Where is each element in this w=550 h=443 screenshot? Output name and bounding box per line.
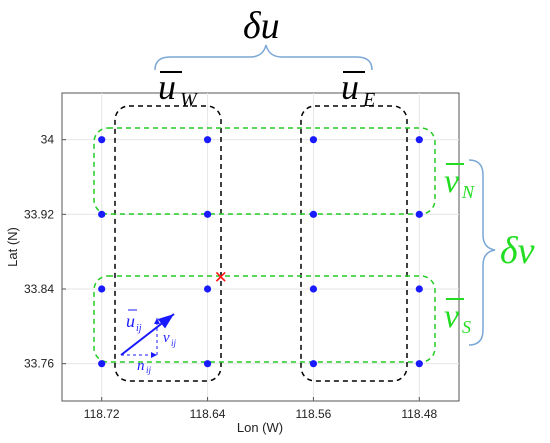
u-ij-arrow <box>120 313 175 356</box>
v-north-subscript: N <box>461 182 475 202</box>
v-south-subscript: S <box>462 317 471 337</box>
center-marker: ✕ <box>214 268 228 288</box>
y-axis-label: Lat (N) <box>5 227 20 267</box>
u-west-letter: u <box>158 67 176 107</box>
grid-point <box>98 285 106 293</box>
grid-point <box>98 136 106 144</box>
delta-v-label: δv <box>500 230 535 272</box>
x-axis-label: Lon (W) <box>237 420 283 435</box>
grid-point <box>415 136 423 144</box>
v-ij-letter: v <box>163 330 170 346</box>
grid-point <box>415 210 423 218</box>
top-brace <box>154 44 373 71</box>
grid-point <box>309 360 318 368</box>
u-ij-subscript: ij <box>136 323 142 334</box>
x-tick-label: 118.64 <box>190 407 226 421</box>
u-east-letter: u <box>341 67 359 107</box>
x-tick-label: 118.48 <box>401 407 437 421</box>
v-south-letter: v <box>444 298 460 335</box>
u-ij-label: u ij <box>126 309 142 334</box>
u-west-label: u W <box>158 67 199 111</box>
x-tick-label: 118.56 <box>296 407 332 421</box>
grid-point <box>98 360 106 368</box>
y-tick-label: 33.84 <box>24 282 54 296</box>
plot-frame <box>61 92 460 402</box>
grid-lines <box>62 93 459 401</box>
y-tick-label: 33.92 <box>24 207 54 221</box>
south-box <box>93 275 436 363</box>
v-north-label: v N <box>444 163 475 202</box>
v-north-letter: v <box>444 163 460 200</box>
grid-points <box>98 136 423 368</box>
n-ij-subscript: ij <box>146 365 152 375</box>
grid-point <box>309 136 318 144</box>
grid-point <box>415 360 423 368</box>
grid-point <box>203 210 212 218</box>
west-box <box>114 105 222 382</box>
north-box <box>93 127 436 215</box>
grid-point <box>309 285 318 293</box>
v-ij-subscript: ij <box>171 338 177 348</box>
v-ij-label: v ij <box>163 330 177 348</box>
grid-point <box>309 210 318 218</box>
y-tick-label: 33.76 <box>24 357 54 371</box>
u-ij-letter: u <box>126 311 135 331</box>
delta-u-label: δu <box>243 5 280 47</box>
u-west-subscript: W <box>180 89 199 111</box>
n-ij-letter: n <box>137 358 145 374</box>
grid-point <box>203 360 212 368</box>
y-tick-label: 34 <box>41 133 55 147</box>
v-south-label: v S <box>444 298 471 337</box>
x-tick-label: 118.72 <box>84 407 120 421</box>
axis-ticks: 118.72 118.64 118.56 118.48 34 33.92 33.84 33.7… <box>24 133 438 421</box>
right-brace <box>468 159 496 346</box>
u-east-label: u E <box>341 67 375 111</box>
east-box <box>300 105 408 382</box>
grid-point <box>203 285 212 293</box>
grid-point <box>203 136 212 144</box>
u-east-subscript: E <box>362 89 375 111</box>
grid-point <box>98 210 106 218</box>
n-ij-label: n ij <box>137 358 152 375</box>
grid-point <box>415 285 423 293</box>
